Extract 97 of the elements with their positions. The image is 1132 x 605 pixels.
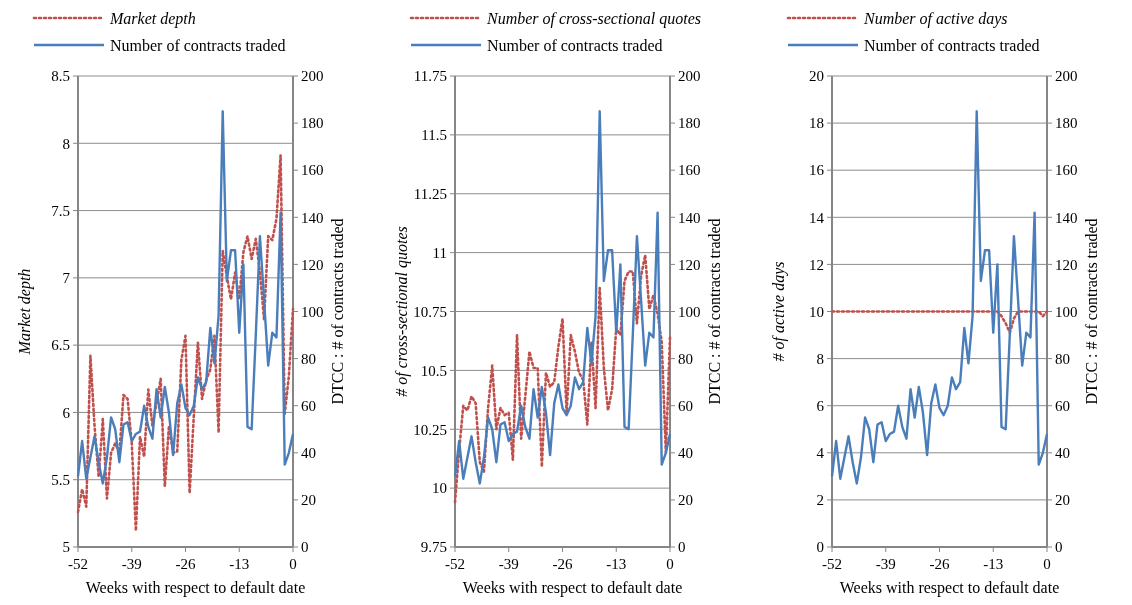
y2-tick-label: 60 [678,397,693,414]
y-tick-label: 11.25 [413,186,447,202]
y-tick-label: 7.5 [51,202,70,219]
y-tick-label: 16 [809,162,825,179]
line-series [453,110,672,485]
y-tick-label: 7 [62,270,71,287]
y2-tick-label: 140 [678,209,701,226]
y-tick-label: 20 [809,68,824,85]
x-tick-label: -39 [498,556,519,572]
y2-tick-label: 0 [1055,539,1063,556]
x-tick-label: -13 [606,556,627,572]
legend-label: Number of contracts traded [487,36,663,54]
x-tick-label: -52 [445,556,465,572]
y2-tick-label: 0 [301,539,309,556]
x-tick-label: -13 [229,556,250,572]
x-tick-label: -52 [822,556,842,572]
x-tick-label: -26 [929,556,950,572]
y2-tick-label: 200 [1055,68,1078,85]
y2-tick-label: 160 [678,162,701,179]
y2-tick-label: 140 [301,209,324,226]
y2-axis-title: DTCC : # of contracts traded [329,218,346,405]
y-tick-label: 10.25 [413,421,447,438]
y-tick-label: 10 [432,480,447,497]
legend-label: Number of contracts traded [864,36,1040,54]
y-tick-label: 10 [809,303,824,320]
y2-tick-label: 0 [678,539,686,556]
y2-tick-label: 100 [301,303,324,320]
line-series [453,253,672,504]
y2-axis-title: DTCC : # of contracts traded [706,218,723,405]
y2-tick-label: 180 [1055,115,1078,132]
y-axis-title: # of active days [770,261,788,362]
y2-tick-label: 120 [301,256,324,273]
y2-tick-label: 20 [301,492,316,509]
y-tick-label: 11 [432,244,447,261]
y2-tick-label: 20 [678,492,693,509]
y2-tick-label: 120 [678,256,701,273]
y2-tick-label: 80 [301,350,316,367]
x-tick-label: 0 [289,556,297,572]
x-tick-label: -26 [175,556,196,572]
y2-tick-label: 120 [1055,256,1078,273]
y2-tick-label: 40 [1055,445,1070,462]
y-tick-label: 4 [816,445,825,462]
y-tick-label: 8 [816,350,824,367]
y-tick-label: 12 [809,256,824,273]
y-tick-label: 14 [809,209,825,226]
y-tick-label: 11.5 [421,127,447,144]
line-series [830,310,1049,334]
y-tick-label: 9.75 [420,539,447,556]
y2-tick-label: 180 [678,115,701,132]
x-axis-title: Weeks with respect to default date [85,579,306,597]
legend-label: Number of cross-sectional quotes [486,9,702,28]
y-tick-label: 5 [62,539,70,556]
x-tick-label: 0 [1043,556,1051,572]
y2-tick-label: 80 [678,350,693,367]
y-axis-title: Market depth [16,268,34,356]
y2-tick-label: 160 [301,162,324,179]
y2-tick-label: 200 [301,68,324,85]
y-tick-label: 11.75 [413,68,447,85]
x-tick-label: -26 [552,556,573,572]
x-tick-label: -13 [983,556,1004,572]
y-tick-label: 6.5 [51,337,70,354]
y2-axis-title: DTCC : # of contracts traded [1083,218,1100,405]
y-tick-label: 10.75 [413,303,447,320]
y2-tick-label: 60 [1055,397,1070,414]
y-tick-label: 6 [816,397,825,414]
x-tick-label: 0 [666,556,674,572]
y2-tick-label: 200 [678,68,701,85]
legend-label: Number of contracts traded [110,36,286,54]
legend-label: Number of active days [863,9,1008,28]
line-series [830,110,1049,485]
y-tick-label: 8 [62,135,70,152]
y-tick-label: 18 [809,115,824,132]
y2-tick-label: 40 [301,445,316,462]
y2-tick-label: 100 [678,303,701,320]
y-tick-label: 0 [816,539,824,556]
y2-tick-label: 100 [1055,303,1078,320]
y-axis-title: # of cross-sectional quotes [393,226,411,397]
y2-tick-label: 60 [301,397,316,414]
line-series [76,154,295,533]
x-axis-title: Weeks with respect to default date [462,579,683,597]
y2-tick-label: 140 [1055,209,1078,226]
line-series [76,110,295,485]
x-tick-label: -39 [121,556,142,572]
x-axis-title: Weeks with respect to default date [839,579,1060,597]
y-tick-label: 8.5 [51,68,70,85]
y2-tick-label: 80 [1055,350,1070,367]
y2-tick-label: 20 [1055,492,1070,509]
y-tick-label: 6 [62,404,71,421]
x-tick-label: -52 [68,556,88,572]
y-tick-label: 2 [816,492,824,509]
y2-tick-label: 40 [678,445,693,462]
y2-tick-label: 160 [1055,162,1078,179]
x-tick-label: -39 [875,556,896,572]
y2-tick-label: 180 [301,115,324,132]
legend-label: Market depth [109,9,196,28]
y-tick-label: 10.5 [420,362,447,379]
y-tick-label: 5.5 [51,471,70,488]
